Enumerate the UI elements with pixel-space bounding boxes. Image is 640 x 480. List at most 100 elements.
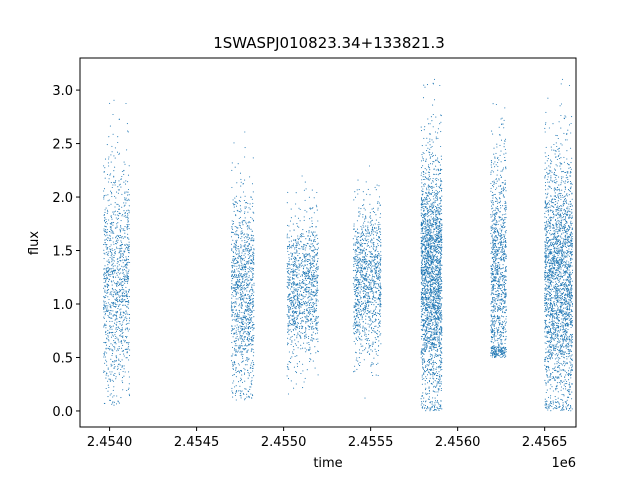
data-point (379, 310, 381, 312)
data-point (293, 312, 295, 314)
data-point (231, 390, 233, 392)
data-point (112, 315, 114, 317)
data-point (314, 248, 316, 250)
data-point (232, 392, 234, 394)
data-point (292, 275, 294, 277)
data-point (118, 118, 120, 120)
data-point (357, 232, 359, 234)
data-point (302, 312, 304, 314)
data-point (288, 315, 290, 317)
data-point (115, 324, 118, 326)
data-point (288, 310, 290, 312)
data-point (103, 273, 105, 275)
data-point (249, 388, 251, 390)
data-point (242, 292, 244, 294)
data-point (355, 305, 357, 307)
data-point (294, 343, 296, 345)
data-point (252, 321, 254, 323)
data-point (300, 282, 303, 284)
data-point (313, 303, 315, 305)
data-point (357, 307, 359, 310)
data-point (288, 272, 290, 275)
data-point (355, 338, 357, 340)
data-point (360, 242, 362, 244)
data-point (104, 324, 106, 326)
data-point (115, 276, 117, 278)
data-point (236, 253, 238, 255)
data-point (122, 259, 124, 261)
data-point (236, 239, 238, 241)
data-point (116, 246, 118, 248)
data-point (232, 220, 235, 223)
data-point (241, 351, 243, 353)
data-point (251, 324, 254, 326)
data-point (110, 203, 112, 205)
data-point (253, 248, 255, 250)
data-point (355, 284, 357, 286)
data-point (251, 286, 253, 288)
data-point (110, 227, 112, 229)
data-point (433, 209, 435, 211)
data-point (352, 325, 354, 327)
data-point (234, 354, 236, 356)
data-point (243, 237, 245, 239)
data-point (244, 398, 246, 400)
data-point (128, 371, 130, 373)
data-point (369, 283, 371, 285)
data-point (128, 328, 130, 330)
data-point (300, 233, 302, 236)
data-point (106, 212, 108, 214)
data-point (235, 303, 237, 305)
data-point (117, 339, 119, 341)
data-point (355, 351, 357, 353)
data-point (317, 341, 319, 343)
data-point (291, 291, 293, 293)
data-point (365, 327, 367, 329)
data-point (110, 305, 112, 307)
data-point (431, 324, 433, 327)
data-point (120, 257, 122, 259)
data-point (108, 178, 110, 180)
data-point (231, 274, 233, 276)
data-point (298, 284, 300, 286)
data-point (366, 261, 368, 263)
data-point (363, 309, 365, 311)
data-point (371, 343, 373, 345)
data-point (430, 374, 432, 376)
data-point (245, 247, 247, 249)
data-point (242, 286, 244, 288)
data-point (294, 268, 296, 270)
data-point (358, 286, 360, 288)
data-point (113, 211, 115, 213)
data-point (359, 292, 361, 294)
data-point (311, 226, 313, 228)
data-point (249, 386, 251, 388)
data-point (233, 206, 235, 208)
data-point (290, 235, 293, 237)
data-point (300, 275, 302, 277)
data-point (111, 344, 114, 346)
data-point (123, 181, 125, 183)
data-point (314, 241, 316, 243)
data-point (117, 282, 119, 284)
data-point (426, 360, 429, 362)
data-point (305, 274, 307, 276)
data-point (309, 226, 311, 228)
data-point (251, 317, 253, 319)
data-point (249, 326, 251, 328)
data-point (423, 242, 425, 244)
data-point (250, 288, 252, 291)
data-point (129, 261, 131, 264)
data-point (242, 191, 245, 193)
data-point (301, 235, 303, 238)
data-point (373, 284, 375, 286)
data-point (362, 243, 364, 245)
data-point (377, 278, 379, 280)
data-point (290, 305, 292, 307)
data-point (368, 333, 370, 335)
data-point (113, 313, 115, 316)
data-point (233, 256, 235, 258)
data-point (126, 191, 128, 193)
data-point (103, 356, 105, 358)
data-point (296, 363, 298, 365)
